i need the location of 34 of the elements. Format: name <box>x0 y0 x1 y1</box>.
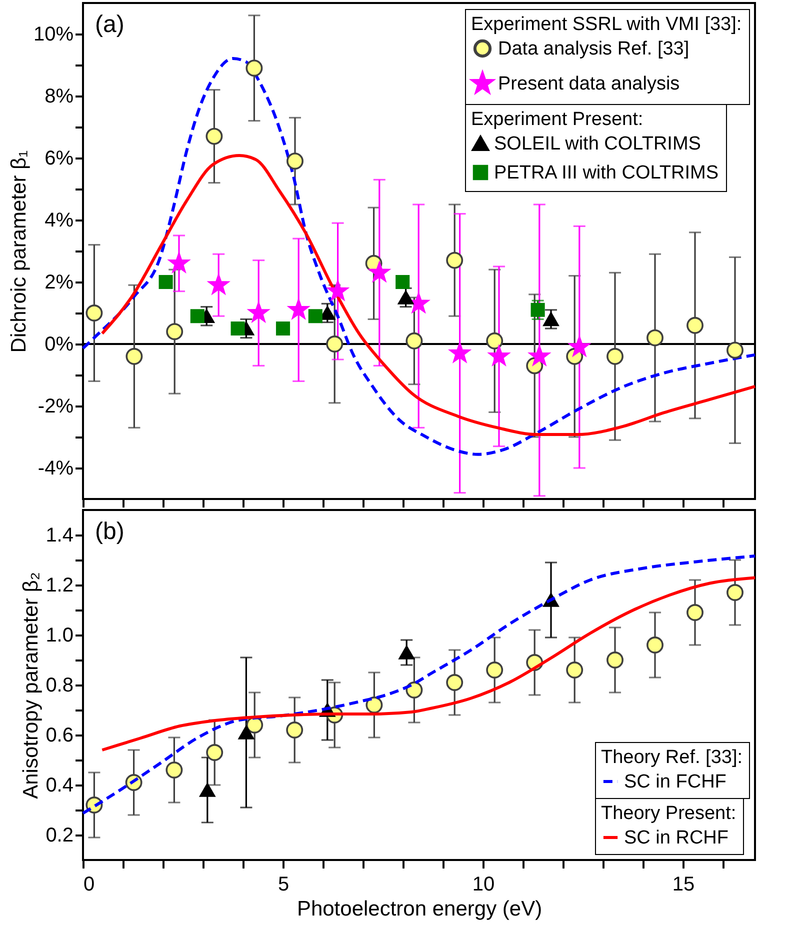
y-tick-label: 10% <box>33 24 74 46</box>
y-axis-title: Anisotropy parameter β₂ <box>20 572 43 799</box>
legend-label: Data analysis Ref. [33] <box>498 38 690 60</box>
y-tick-label: 1.0 <box>46 624 74 646</box>
annotation: Theory Present: <box>601 803 736 824</box>
annotation: Experiment Present: <box>471 109 644 130</box>
y-axis-title: Dichroic parameter β₁ <box>7 150 30 353</box>
y-tick-label: 0.2 <box>46 824 74 846</box>
legend-label: PETRA III with COLTRIMS <box>494 162 719 184</box>
x-tick-label: 0 <box>84 874 95 896</box>
y-tick-label: 0% <box>44 334 74 356</box>
x-tick-label: 10 <box>472 874 495 896</box>
y-tick-label: -2% <box>38 396 74 418</box>
legend-label: SOLEIL with COLTRIMS <box>494 134 701 154</box>
y-tick-label: 0.8 <box>46 674 74 696</box>
annotation: Theory Ref. [33]: <box>601 747 743 768</box>
y-tick-label: 6% <box>44 148 74 170</box>
y-tick-label: 0.6 <box>46 724 74 746</box>
y-tick-label: -4% <box>38 458 74 480</box>
y-tick-label: 1.2 <box>46 574 74 596</box>
annotation: (a) <box>95 11 124 38</box>
y-tick-label: 0.4 <box>46 774 74 796</box>
legend-label: SC in RCHF <box>624 828 729 848</box>
x-axis-title: Photoelectron energy (eV) <box>296 898 542 920</box>
legend-label: Present data analysis <box>498 74 680 94</box>
y-tick-label: 2% <box>44 272 74 294</box>
y-tick-label: 1.4 <box>46 524 74 546</box>
x-tick-label: 5 <box>278 874 290 896</box>
y-tick-label: 8% <box>44 86 74 108</box>
y-tick-label: 4% <box>44 210 74 232</box>
annotation: (b) <box>95 518 124 545</box>
legend-label: SC in FCHF <box>624 772 726 792</box>
annotation: Experiment SSRL with VMI [33]: <box>471 14 742 35</box>
x-tick-label: 15 <box>672 874 695 896</box>
